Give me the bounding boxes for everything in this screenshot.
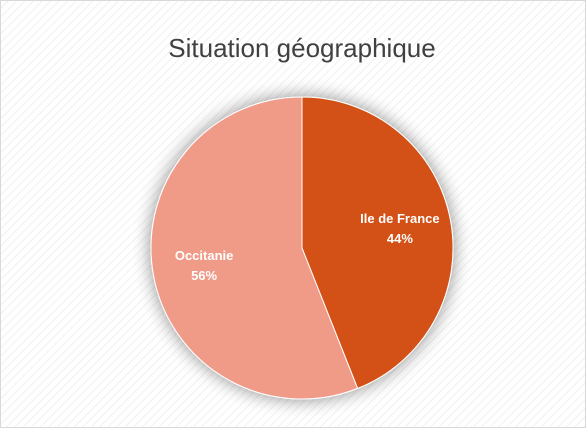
- slice-value-label: 56%: [191, 268, 217, 283]
- data-labels: Ile de France 44% Occitanie 56%: [175, 211, 440, 283]
- slice-value-label: 44%: [387, 231, 413, 246]
- slice-label: Ile de France: [360, 211, 439, 226]
- chart-title: Situation géographique: [168, 33, 435, 63]
- pie: [150, 96, 454, 400]
- pie-slice: [301, 96, 454, 390]
- slice-label: Occitanie: [175, 248, 234, 263]
- pie-slice: [150, 96, 359, 400]
